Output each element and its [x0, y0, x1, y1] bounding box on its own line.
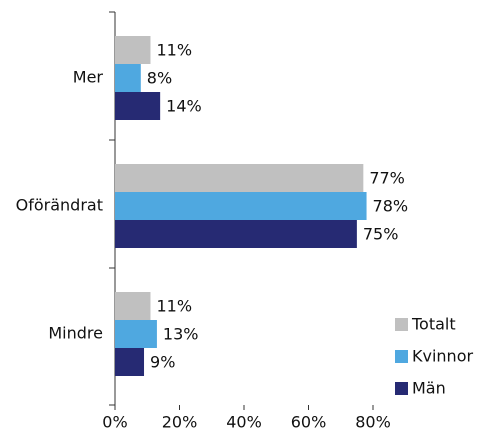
x-tick-label: 20%	[162, 413, 198, 432]
x-tick-label: 40%	[226, 413, 262, 432]
bar	[115, 64, 141, 92]
legend-label: Totalt	[411, 315, 456, 334]
bar	[115, 348, 145, 376]
category-label: Mer	[73, 68, 104, 87]
bar	[115, 192, 367, 220]
value-label: 8%	[147, 69, 172, 88]
value-label: 14%	[166, 97, 202, 116]
category-label: Mindre	[48, 324, 103, 343]
x-tick-label: 80%	[355, 413, 391, 432]
legend-label: Män	[412, 379, 446, 398]
legend-swatch	[395, 350, 408, 363]
legend-swatch	[395, 318, 408, 331]
value-label: 13%	[163, 325, 199, 344]
value-label: 9%	[150, 353, 175, 372]
value-label: 11%	[156, 41, 192, 60]
value-label: 11%	[156, 297, 192, 316]
bar	[115, 292, 151, 320]
value-label: 75%	[363, 225, 399, 244]
legend-swatch	[395, 382, 408, 395]
bar	[115, 164, 364, 192]
x-tick-label: 0%	[102, 413, 127, 432]
legend-label: Kvinnor	[412, 347, 473, 366]
value-label: 78%	[373, 197, 409, 216]
x-tick-label: 60%	[291, 413, 327, 432]
bar	[115, 220, 357, 248]
bar	[115, 320, 157, 348]
bar	[115, 92, 161, 120]
category-label: Oförändrat	[16, 196, 103, 215]
value-label: 77%	[369, 169, 405, 188]
bar	[115, 36, 151, 64]
